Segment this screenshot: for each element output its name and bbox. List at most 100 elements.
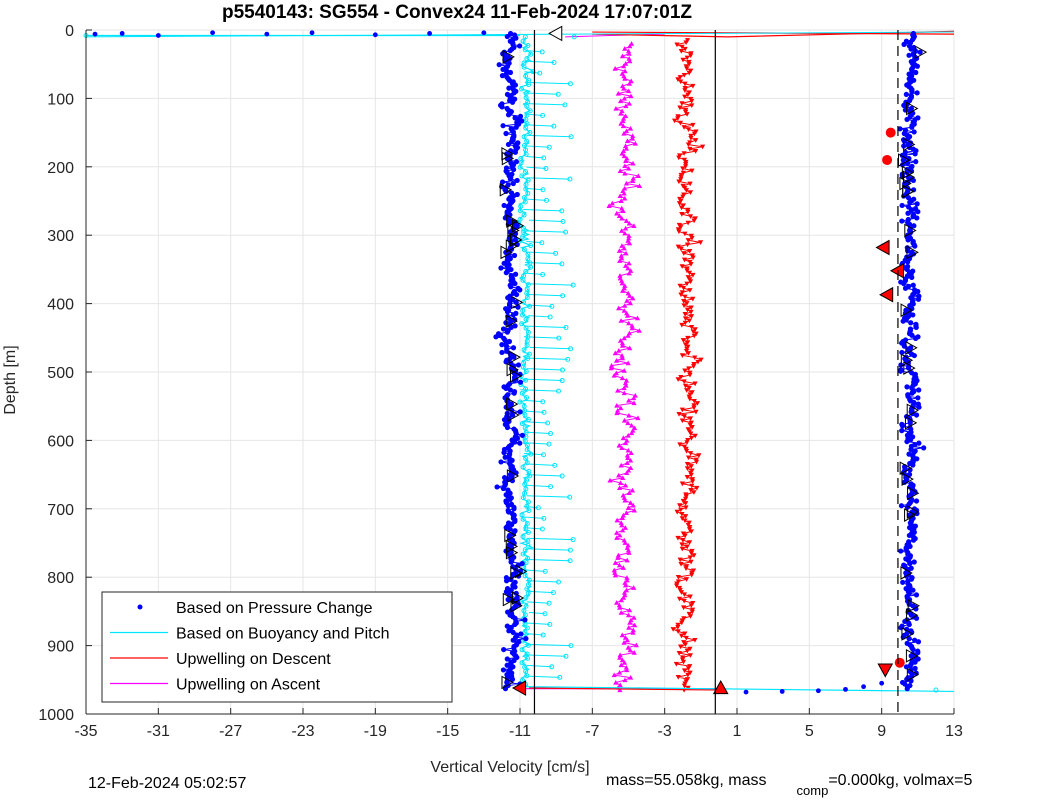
pressure-point — [507, 176, 513, 182]
descent-upwelling-point — [687, 248, 693, 254]
pressure-surface-point — [779, 689, 785, 694]
ascent-upwelling-point — [618, 405, 624, 411]
ascent-upwelling-point — [623, 440, 629, 446]
x-tick-label: -7 — [585, 723, 599, 740]
descent-upwelling-point — [698, 357, 704, 363]
y-tick-label: 100 — [47, 91, 74, 108]
descent-upwelling-point — [682, 518, 688, 524]
pressure-point — [903, 91, 909, 98]
buoyancy-pitch-point — [519, 390, 525, 396]
ascent-upwelling-point — [626, 320, 632, 326]
descent-upwelling-point — [687, 146, 693, 152]
pressure-point — [910, 312, 916, 318]
ascent-upwelling-point — [622, 580, 628, 585]
descent-upwelling-point — [683, 164, 689, 169]
descent-upwelling-point — [679, 511, 685, 517]
ascent-upwelling-point — [612, 560, 618, 565]
descent-upwelling-point — [683, 448, 690, 454]
descent-upwelling-point — [689, 99, 695, 104]
y-axis-label: Depth [m] — [2, 345, 19, 414]
ascent-upwelling-point — [626, 235, 632, 241]
ascent-upwelling-point — [614, 410, 620, 416]
ascent-upwelling-point — [627, 647, 633, 653]
ascent-upwelling-point — [619, 215, 625, 221]
descent-upwelling-point — [683, 501, 689, 506]
pressure-surface-point — [372, 32, 378, 38]
pressure-ascent-marker — [901, 165, 915, 180]
ascent-upwelling-point — [626, 550, 632, 555]
descent-upwelling-point — [686, 385, 692, 391]
pressure-point — [910, 282, 916, 288]
pressure-descent-marker — [506, 397, 519, 411]
pressure-point — [513, 291, 520, 298]
buoyancy-pitch-spike-point — [540, 632, 546, 638]
ascent-upwelling-point — [616, 472, 622, 478]
pressure-descent-marker — [508, 350, 521, 364]
ascent-upwelling-point — [624, 452, 630, 458]
x-tick-label: -11 — [509, 723, 531, 740]
buoyancy-pitch-point — [524, 56, 530, 62]
descent-upwelling-point — [687, 614, 694, 619]
pressure-point — [509, 473, 515, 479]
buoyancy-pitch-spike-point — [563, 229, 569, 235]
pressure-point — [497, 332, 504, 338]
ascent-upwelling-point — [618, 662, 624, 668]
descent-bottom-line — [529, 687, 723, 691]
ascent-upwelling-point — [619, 632, 625, 638]
descent-upwelling-point — [685, 209, 691, 215]
pressure-point — [512, 281, 518, 287]
buoyancy-pitch-spike — [524, 198, 547, 201]
descent-upwelling-point — [675, 377, 681, 382]
buoyancy-pitch-spike — [526, 156, 544, 159]
x-tick-label: 5 — [805, 723, 814, 740]
ascent-upwelling-point — [621, 640, 627, 645]
descent-upwelling-point — [684, 461, 691, 467]
pressure-descent-marker — [506, 362, 519, 377]
pressure-point — [514, 595, 520, 601]
ascent-upwelling-point — [612, 66, 618, 71]
descent-upwelling-point — [678, 375, 684, 380]
pressure-point — [921, 445, 927, 451]
pressure-descent-marker — [501, 151, 515, 166]
pressure-ascent-marker — [901, 472, 914, 486]
buoyancy-pitch-spike — [522, 92, 559, 95]
ascent-upwelling-point — [623, 180, 630, 186]
ascent-upwelling-point — [626, 165, 632, 171]
buoyancy-pitch-point — [522, 547, 528, 553]
pressure-descent-marker — [510, 598, 523, 613]
descent-upwelling-point — [682, 316, 689, 322]
descent-upwelling-point — [687, 279, 694, 285]
descent-upwelling-point — [693, 149, 699, 154]
pressure-point — [505, 141, 512, 148]
buoyancy-pitch-point — [520, 495, 526, 501]
pressure-point — [898, 548, 904, 554]
pressure-descent-marker — [511, 218, 525, 233]
descent-upwelling-point — [684, 648, 690, 654]
pressure-ascent-marker — [902, 184, 915, 199]
descent-upwelling-point — [681, 72, 687, 78]
buoyancy-pitch-point — [520, 534, 526, 540]
descent-upwelling-point — [690, 255, 696, 261]
pressure-point — [517, 287, 523, 293]
descent-upwelling-point — [686, 270, 693, 276]
pressure-ascent-marker — [907, 486, 920, 501]
buoyancy-pitch-spike — [527, 463, 555, 466]
pressure-surface-point — [92, 31, 98, 37]
buoyancy-pitch-point — [525, 642, 531, 648]
descent-upwelling-point — [688, 451, 694, 456]
buoyancy-pitch-point — [519, 173, 525, 179]
buoyancy-pitch-point — [525, 282, 531, 288]
ascent-upwelling-point — [626, 260, 632, 266]
ascent-upwelling-point — [623, 382, 629, 388]
ascent-upwelling-point — [620, 123, 626, 129]
ascent-upwelling-point — [620, 208, 626, 213]
pressure-ascent-marker — [906, 608, 919, 623]
pressure-point — [913, 615, 920, 621]
descent-upwelling-point — [690, 83, 696, 89]
descent-upwelling-point — [684, 475, 690, 480]
ascent-upwelling-point — [629, 487, 636, 493]
buoyancy-pitch-spike-point — [541, 409, 547, 415]
ascent-upwelling-point — [622, 163, 628, 169]
ascent-upwelling-point — [618, 120, 624, 126]
pressure-ascent-marker — [899, 461, 912, 476]
